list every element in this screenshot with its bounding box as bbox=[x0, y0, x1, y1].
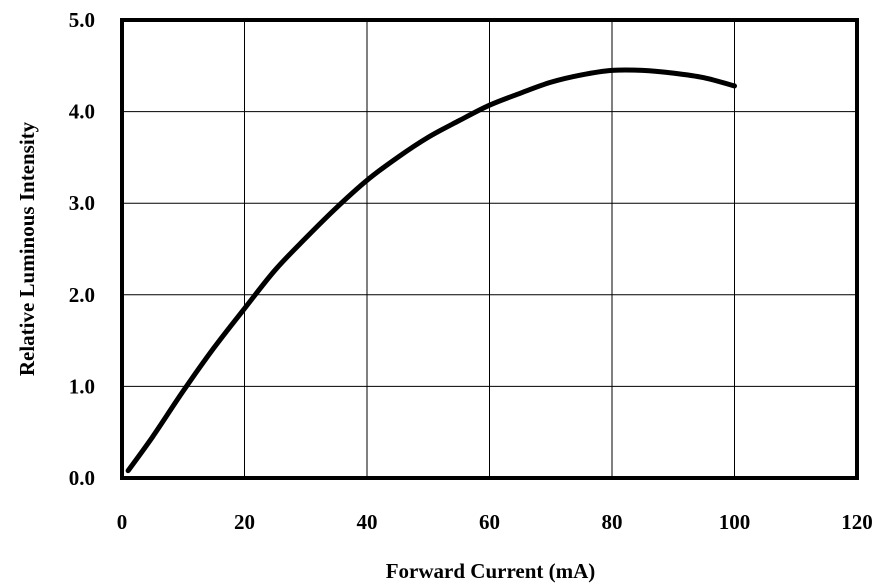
y-tick-label-2: 2.0 bbox=[69, 283, 95, 307]
x-tick-label-2: 40 bbox=[357, 510, 378, 534]
x-tick-label-3: 60 bbox=[479, 510, 500, 534]
x-tick-labels: 0 20 40 60 80 100 120 bbox=[117, 510, 873, 534]
plot-frame bbox=[120, 18, 859, 480]
series-layer bbox=[125, 67, 737, 474]
y-tick-label-0: 0.0 bbox=[69, 466, 95, 490]
y-tick-label-3: 3.0 bbox=[69, 191, 95, 215]
y-tick-label-4: 4.0 bbox=[69, 100, 95, 124]
y-axis-title: Relative Luminous Intensity bbox=[15, 121, 39, 376]
x-tick-label-0: 0 bbox=[117, 510, 128, 534]
series-line-0 bbox=[125, 67, 737, 474]
x-tick-label-1: 20 bbox=[234, 510, 255, 534]
y-tick-labels: 0.0 1.0 2.0 3.0 4.0 5.0 bbox=[69, 8, 95, 490]
y-tick-label-5: 5.0 bbox=[69, 8, 95, 32]
gridlines bbox=[122, 20, 857, 478]
x-tick-label-4: 80 bbox=[602, 510, 623, 534]
y-tick-label-1: 1.0 bbox=[69, 374, 95, 398]
x-tick-label-6: 120 bbox=[841, 510, 873, 534]
x-tick-label-5: 100 bbox=[719, 510, 751, 534]
x-axis-title: Forward Current (mA) bbox=[386, 559, 596, 583]
